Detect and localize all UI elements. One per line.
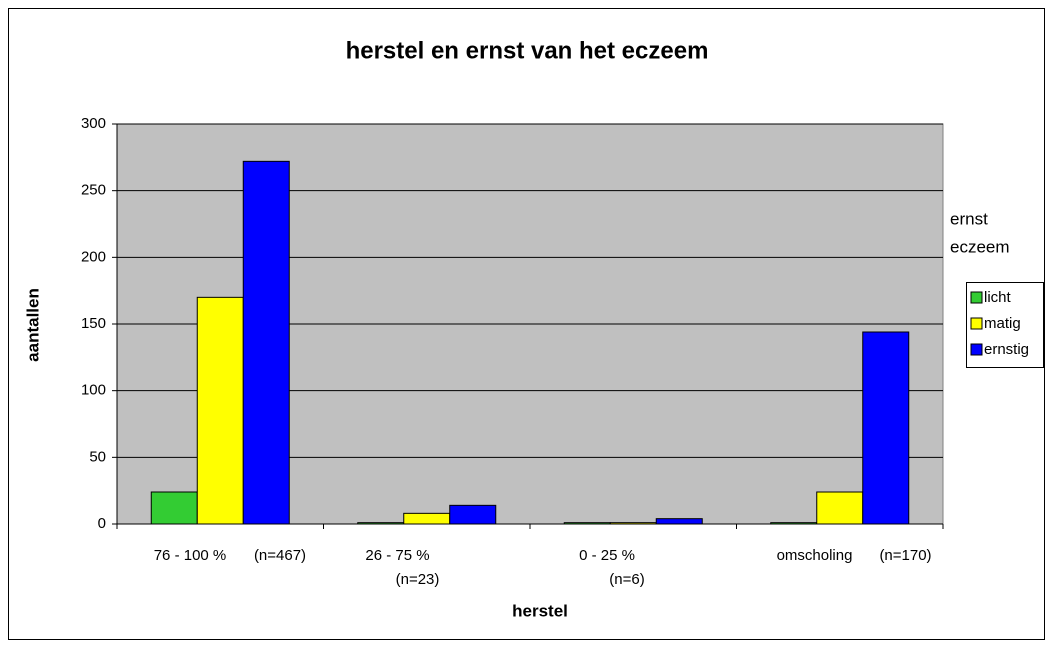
y-tick-label: 250 xyxy=(81,182,106,199)
legend-label: licht xyxy=(984,289,1012,306)
x-tick-label: (n=467) xyxy=(254,547,306,564)
bar xyxy=(655,518,703,525)
legend-swatch xyxy=(970,291,983,304)
y-axis-label: aantallen xyxy=(23,288,42,362)
bar xyxy=(816,491,864,525)
bar xyxy=(563,522,611,525)
bar xyxy=(449,504,497,525)
x-axis-label: herstel xyxy=(512,601,568,620)
y-tick-label: 50 xyxy=(89,448,106,465)
bar xyxy=(609,522,657,525)
bar xyxy=(150,491,198,525)
x-tick-label: (n=170) xyxy=(879,547,931,564)
y-tick-label: 150 xyxy=(81,315,106,332)
y-tick-label: 200 xyxy=(81,248,106,265)
y-tick-label: 100 xyxy=(81,382,106,399)
legend-title: eczeem xyxy=(950,237,1010,256)
y-tick-label: 300 xyxy=(81,115,106,132)
bar xyxy=(242,160,290,525)
bar xyxy=(196,296,244,525)
chart-title: herstel en ernst van het eczeem xyxy=(346,37,709,64)
legend-swatch xyxy=(970,343,983,356)
legend-label: ernstig xyxy=(984,341,1029,358)
x-tick-label: omscholing xyxy=(777,547,853,564)
x-tick-label: (n=23) xyxy=(396,571,440,588)
y-tick-label: 0 xyxy=(98,515,106,532)
bar xyxy=(862,331,910,525)
legend-swatch xyxy=(970,317,983,330)
x-tick-label: (n=6) xyxy=(609,571,644,588)
x-tick-label: 0 - 25 % xyxy=(579,547,635,564)
x-tick-label: 76 - 100 % xyxy=(154,547,227,564)
legend-label: matig xyxy=(984,315,1021,332)
x-tick-label: 26 - 75 % xyxy=(365,547,429,564)
bar xyxy=(357,522,405,525)
legend-title: ernst xyxy=(950,209,988,228)
bar xyxy=(403,512,451,525)
bar xyxy=(770,522,818,525)
